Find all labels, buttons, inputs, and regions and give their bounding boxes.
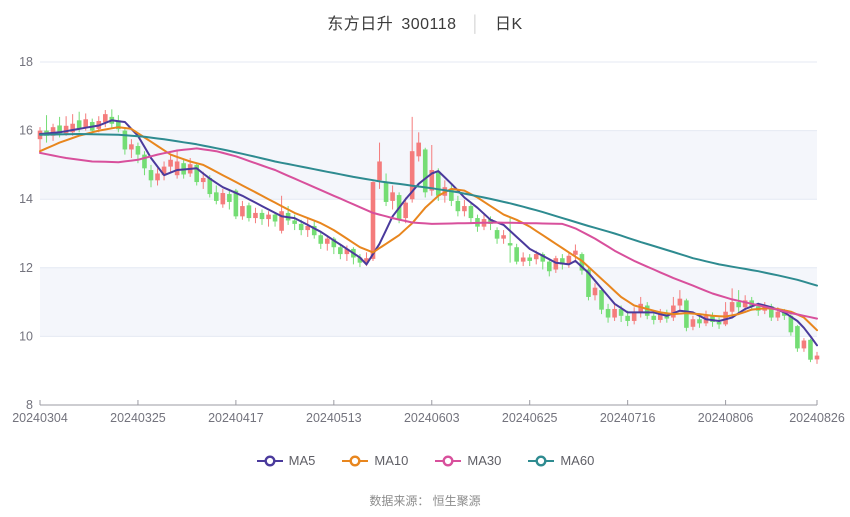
svg-text:20240716: 20240716 [600,411,656,425]
svg-text:8: 8 [26,398,33,412]
svg-text:20240325: 20240325 [110,411,166,425]
stock-name: 东方日升 [327,16,394,33]
period-label: 日K [495,16,523,33]
svg-text:20240625: 20240625 [502,411,558,425]
legend-item-ma10[interactable]: MA10 [341,453,408,468]
stock-code: 300118 [401,16,457,33]
svg-text:12: 12 [19,261,33,275]
svg-text:20240513: 20240513 [306,411,362,425]
plot-bands [40,62,817,405]
svg-text:18: 18 [19,55,33,69]
title-separator: │ [470,16,482,33]
legend-label: MA10 [374,453,409,468]
ma30-line [39,147,818,320]
svg-text:10: 10 [19,329,33,343]
legend-label: MA60 [560,453,595,468]
y-axis-labels: 8 10 12 14 16 18 [19,55,33,412]
legend-label: MA5 [288,453,316,468]
svg-text:16: 16 [19,124,33,138]
legend-marker-ma60-icon [528,454,555,467]
svg-text:20240806: 20240806 [698,411,754,425]
page-title: 东方日升 300118 │ 日K [0,10,850,34]
legend-item-ma5[interactable]: MA5 [256,453,316,468]
svg-text:20240826: 20240826 [789,411,845,425]
gridlines [40,61,817,337]
legend-marker-ma10-icon [342,454,369,467]
legend-item-ma30[interactable]: MA30 [434,453,501,468]
chart-legend: MA5 MA10 MA30 MA60 [0,453,850,468]
x-axis [39,400,818,406]
svg-text:20240603: 20240603 [404,411,460,425]
svg-text:20240304: 20240304 [12,411,68,425]
ma5-line [39,119,818,347]
svg-text:14: 14 [19,192,33,206]
ma10-line [39,126,818,332]
data-source-text: 数据来源： 恒生聚源 [369,494,481,508]
svg-text:20240417: 20240417 [208,411,264,425]
legend-item-ma60[interactable]: MA60 [527,453,594,468]
ma60-line [39,133,818,287]
candles [37,109,820,364]
legend-label: MA30 [467,453,502,468]
legend-marker-ma30-icon [435,454,462,467]
legend-marker-ma5-icon [256,454,283,467]
x-axis-labels: 20240304 20240325 20240417 20240513 20240603… [12,411,845,425]
